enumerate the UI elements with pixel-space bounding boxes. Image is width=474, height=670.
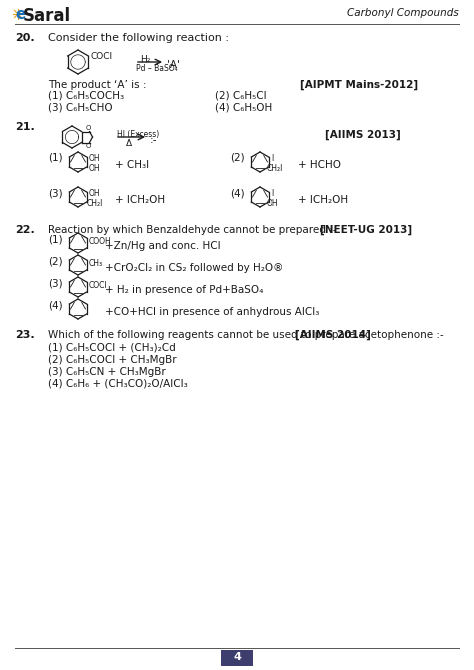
- Text: 4: 4: [233, 652, 241, 662]
- Text: [AIIMS 2014]: [AIIMS 2014]: [295, 330, 371, 340]
- Text: OH: OH: [89, 154, 100, 163]
- Text: (4) C₆H₆ + (CH₃CO)₂O/AlCl₃: (4) C₆H₆ + (CH₃CO)₂O/AlCl₃: [48, 379, 188, 389]
- Text: Saral: Saral: [23, 7, 71, 25]
- Text: HI (Excess): HI (Excess): [117, 130, 159, 139]
- Text: :-: :-: [150, 135, 158, 145]
- Text: +CrO₂Cl₂ in CS₂ followed by H₂O®: +CrO₂Cl₂ in CS₂ followed by H₂O®: [105, 263, 283, 273]
- Text: 20.: 20.: [15, 33, 35, 43]
- Text: The product ‘A’ is :: The product ‘A’ is :: [48, 80, 146, 90]
- Text: Which of the following reagents cannot be used to prepare acetophenone :-: Which of the following reagents cannot b…: [48, 330, 444, 340]
- Text: 23.: 23.: [15, 330, 35, 340]
- Text: Reaction by which Benzaldehyde cannot be prepared :-: Reaction by which Benzaldehyde cannot be…: [48, 225, 337, 235]
- Text: + CH₃I: + CH₃I: [115, 160, 149, 170]
- Text: (3): (3): [48, 279, 63, 289]
- Text: (2) C₆H₅Cl: (2) C₆H₅Cl: [215, 91, 266, 101]
- Text: + H₂ in presence of Pd+BaSO₄: + H₂ in presence of Pd+BaSO₄: [105, 285, 264, 295]
- Text: (1) C₆H₅COCl + (CH₃)₂Cd: (1) C₆H₅COCl + (CH₃)₂Cd: [48, 343, 176, 353]
- Text: 21.: 21.: [15, 122, 35, 132]
- Text: (2): (2): [48, 257, 63, 267]
- Text: (2): (2): [230, 153, 245, 163]
- Text: CH₂I: CH₂I: [267, 164, 283, 173]
- Text: (2) C₆H₅COCl + CH₃MgBr: (2) C₆H₅COCl + CH₃MgBr: [48, 355, 177, 365]
- Text: (4) C₆H₅OH: (4) C₆H₅OH: [215, 102, 272, 112]
- Text: 'A': 'A': [167, 60, 180, 70]
- Text: Pd – BaSO₄: Pd – BaSO₄: [136, 64, 178, 73]
- Text: Consider the following reaction :: Consider the following reaction :: [48, 33, 229, 43]
- Text: I: I: [271, 189, 273, 198]
- Text: (4): (4): [48, 301, 63, 311]
- Text: e: e: [15, 7, 26, 22]
- Text: COCl: COCl: [89, 281, 108, 290]
- Text: CH₃: CH₃: [89, 259, 103, 268]
- Text: OH: OH: [89, 189, 100, 198]
- Text: [AIPMT Mains-2012]: [AIPMT Mains-2012]: [300, 80, 418, 90]
- Text: OH: OH: [89, 164, 100, 173]
- Text: OH: OH: [267, 199, 279, 208]
- Text: COCl: COCl: [91, 52, 113, 61]
- Text: I: I: [271, 154, 273, 163]
- Text: + ICH₂OH: + ICH₂OH: [298, 195, 348, 205]
- Text: + ICH₂OH: + ICH₂OH: [115, 195, 165, 205]
- Text: (4): (4): [230, 188, 245, 198]
- Text: (1) C₆H₅COCH₃: (1) C₆H₅COCH₃: [48, 91, 124, 101]
- Text: 22.: 22.: [15, 225, 35, 235]
- Text: (3) C₆H₅CHO: (3) C₆H₅CHO: [48, 102, 113, 112]
- Text: [AIIMS 2013]: [AIIMS 2013]: [325, 130, 401, 140]
- Text: O: O: [86, 125, 91, 131]
- Text: (1): (1): [48, 153, 63, 163]
- Text: O: O: [86, 143, 91, 149]
- Text: [NEET-UG 2013]: [NEET-UG 2013]: [320, 225, 412, 235]
- Text: + HCHO: + HCHO: [298, 160, 341, 170]
- Text: +CO+HCl in presence of anhydrous AlCl₃: +CO+HCl in presence of anhydrous AlCl₃: [105, 307, 319, 317]
- Text: CH₂I: CH₂I: [87, 199, 103, 208]
- Text: Δ: Δ: [126, 139, 132, 148]
- Text: +Zn/Hg and conc. HCl: +Zn/Hg and conc. HCl: [105, 241, 220, 251]
- FancyBboxPatch shape: [221, 650, 253, 666]
- Text: (3) C₆H₅CN + CH₃MgBr: (3) C₆H₅CN + CH₃MgBr: [48, 367, 166, 377]
- Text: COOH: COOH: [89, 237, 112, 246]
- Text: H₂: H₂: [140, 55, 150, 64]
- Text: (1): (1): [48, 235, 63, 245]
- Text: (3): (3): [48, 188, 63, 198]
- Text: Carbonyl Compounds: Carbonyl Compounds: [347, 8, 459, 18]
